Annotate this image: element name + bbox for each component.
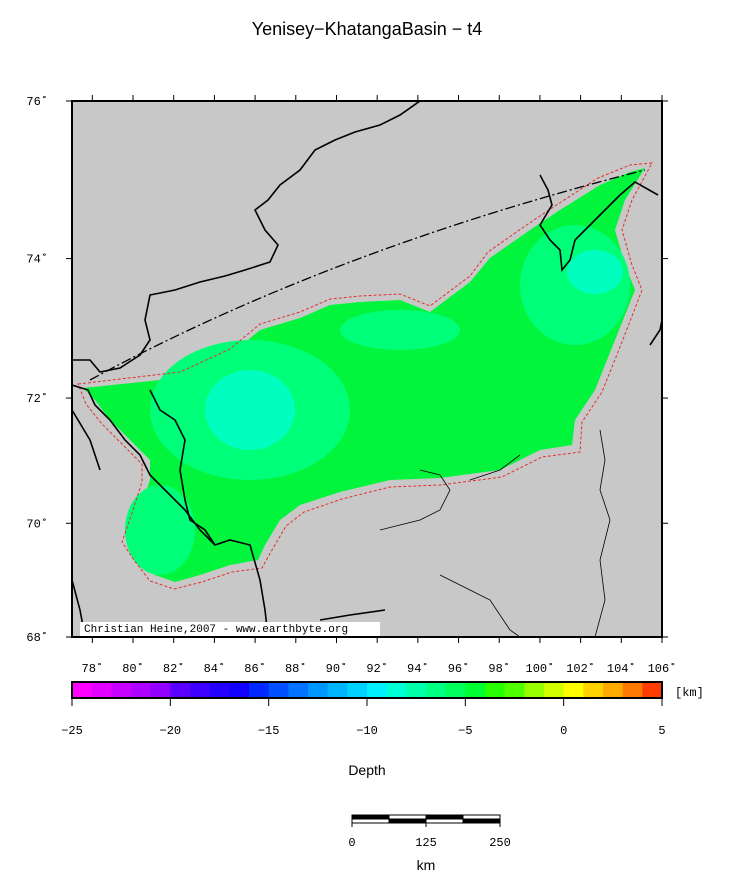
basin-depth-field [83, 168, 645, 582]
colorbar-swatch [190, 682, 211, 698]
scalebar-segment [425, 814, 464, 820]
colorbar-swatch [426, 682, 447, 698]
scalebar-label: 250 [489, 836, 511, 850]
colorbar-swatch [504, 682, 525, 698]
colorbar-swatch [327, 682, 348, 698]
scalebar-segment [351, 818, 390, 824]
lon-label: 80˚ [122, 662, 144, 676]
lon-label: 96˚ [448, 662, 470, 676]
depth-zone [125, 485, 195, 575]
colorbar-swatch [150, 682, 171, 698]
lon-label: 104˚ [607, 662, 636, 676]
lon-label: 100˚ [526, 662, 555, 676]
lon-label: 78˚ [82, 662, 104, 676]
scalebar-segment [388, 818, 427, 824]
map-content [72, 101, 662, 637]
colorbar-swatch [465, 682, 486, 698]
colorbar-swatch [249, 682, 270, 698]
transect-line [89, 169, 646, 381]
colorbar-unit: [km] [675, 686, 704, 700]
scalebar-segment [462, 814, 501, 820]
scalebar-label: 125 [415, 836, 437, 850]
colorbar-swatch [445, 682, 466, 698]
rivers [379, 429, 611, 637]
colorbar-tick-label: −10 [356, 724, 378, 738]
colorbar-swatch [386, 682, 407, 698]
colorbar-swatch [229, 682, 250, 698]
map-title: Yenisey−KhatangaBasin − t4 [252, 19, 483, 39]
colorbar-swatch [72, 682, 93, 698]
lon-label: 98˚ [488, 662, 510, 676]
credit-box [80, 622, 380, 636]
colorbar-swatch [622, 682, 643, 698]
colorbar-swatch [544, 682, 565, 698]
scalebar-segment [462, 818, 501, 824]
lon-label: 94˚ [407, 662, 429, 676]
lon-label: 106˚ [648, 662, 677, 676]
colorbar-swatch [603, 682, 624, 698]
colorbar-label: Depth [348, 762, 385, 778]
colorbar-swatch [111, 682, 132, 698]
lat-label: 74˚ [26, 253, 48, 267]
colorbar-swatch [642, 682, 663, 698]
colorbar-swatch [288, 682, 309, 698]
colorbar-swatch [91, 682, 112, 698]
scalebar-label: 0 [348, 836, 355, 850]
scalebar-unit: km [417, 857, 436, 873]
colorbar-tick-label: 0 [560, 724, 567, 738]
lon-label: 82˚ [163, 662, 185, 676]
colorbar-swatch [583, 682, 604, 698]
colorbar-swatch [209, 682, 230, 698]
colorbar-swatch [308, 682, 329, 698]
scalebar-segment [351, 814, 390, 820]
colorbar-swatch [367, 682, 388, 698]
lon-label: 90˚ [326, 662, 348, 676]
colorbar-swatch [563, 682, 584, 698]
colorbar-swatch [131, 682, 152, 698]
colorbar-swatch [485, 682, 506, 698]
credit: Christian Heine,2007 - www.earthbyte.org [84, 624, 348, 636]
lon-label: 92˚ [366, 662, 388, 676]
lon-label: 88˚ [285, 662, 307, 676]
colorbar-swatch [524, 682, 545, 698]
colorbar-tick-label: −20 [160, 724, 182, 738]
depth-zone [205, 370, 295, 450]
lat-label: 76˚ [26, 95, 48, 109]
colorbar-swatch [406, 682, 427, 698]
depth-zone [567, 250, 623, 294]
depth-zone [340, 310, 460, 350]
colorbar-swatch [170, 682, 191, 698]
lat-label: 72˚ [26, 392, 48, 406]
colorbar-tick-label: 5 [658, 724, 665, 738]
basin-outline [77, 162, 653, 590]
map-frame [71, 100, 663, 638]
lon-label: 84˚ [204, 662, 226, 676]
colorbar-tick-label: −15 [258, 724, 280, 738]
lon-label: 86˚ [244, 662, 266, 676]
lat-label: 68˚ [26, 631, 48, 645]
colorbar-tick-label: −5 [458, 724, 472, 738]
scalebar-segment [388, 814, 427, 820]
colorbar-tick-label: −25 [61, 724, 83, 738]
colorbar-swatch [347, 682, 368, 698]
colorbar-swatch [268, 682, 289, 698]
lon-label: 102˚ [566, 662, 595, 676]
lat-label: 70˚ [26, 517, 48, 531]
scalebar-segment [425, 818, 464, 824]
